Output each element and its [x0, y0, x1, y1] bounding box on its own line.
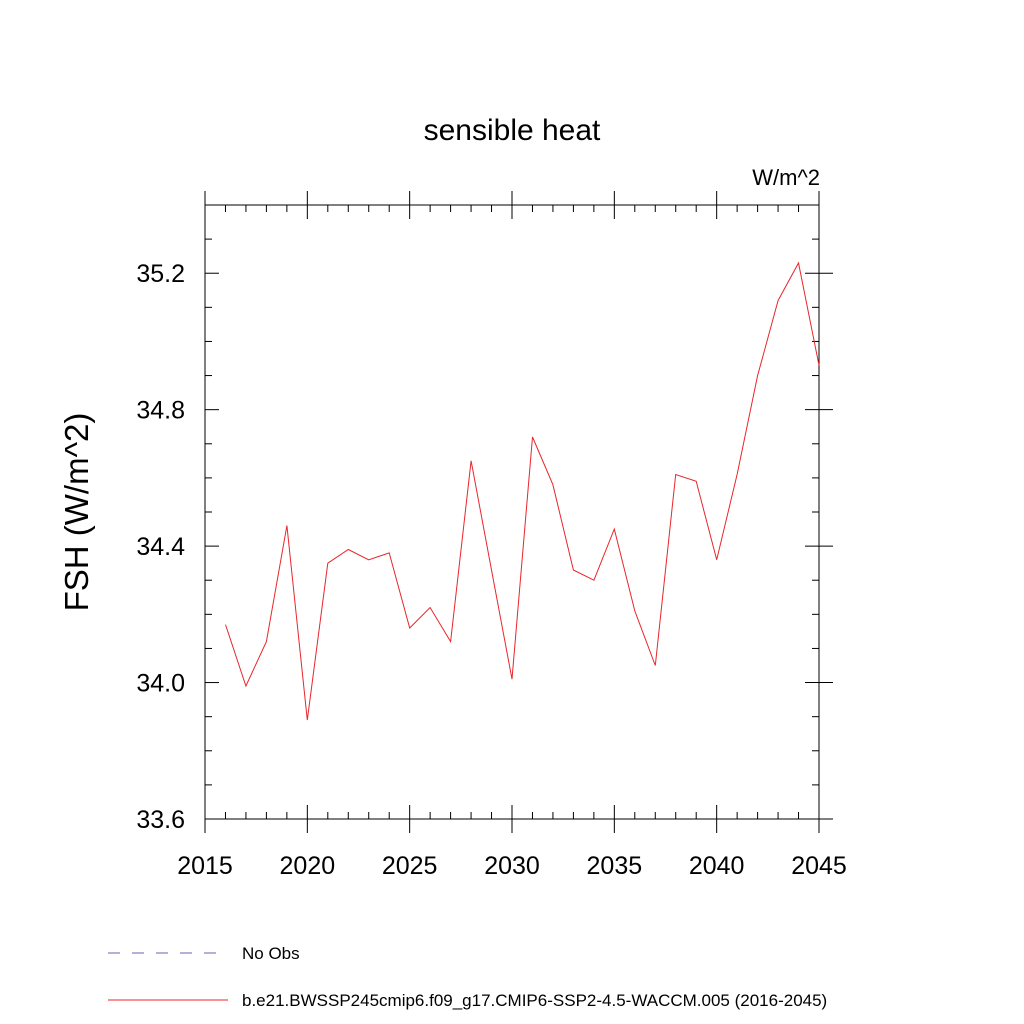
axis-ticks: [204, 191, 833, 833]
y-tick-label: 34.4: [136, 533, 185, 561]
series-layer: [225, 261, 820, 721]
y-tick-label: 34.8: [136, 397, 185, 425]
y-tick-label: 34.0: [136, 670, 185, 698]
x-tick-label: 2040: [689, 852, 745, 880]
legend: No Obs b.e21.BWSSP245cmip6.f09_g17.CMIP6…: [108, 944, 827, 1010]
x-tick-label: 2045: [791, 852, 847, 880]
legend-label-no-obs: No Obs: [242, 944, 300, 963]
y-tick-label: 35.2: [136, 260, 185, 288]
y-axis-label: FSH (W/m^2): [58, 413, 95, 612]
units-label: W/m^2: [752, 165, 820, 190]
y-tick-label: 33.6: [136, 806, 185, 834]
x-tick-label: 2030: [484, 852, 540, 880]
legend-label-model-run: b.e21.BWSSP245cmip6.f09_g17.CMIP6-SSP2-4…: [242, 991, 827, 1010]
series-line: [225, 261, 820, 721]
x-tick-label: 2025: [382, 852, 438, 880]
x-tick-label: 2015: [177, 852, 233, 880]
x-tick-label: 2035: [587, 852, 643, 880]
plot-frame: [204, 204, 820, 820]
x-tick-label: 2020: [280, 852, 336, 880]
tick-labels: 2015 2020 2025 2030 2035 2040 2045 33.6 34.0 34.4…: [136, 260, 846, 880]
chart-title: sensible heat: [424, 114, 601, 147]
